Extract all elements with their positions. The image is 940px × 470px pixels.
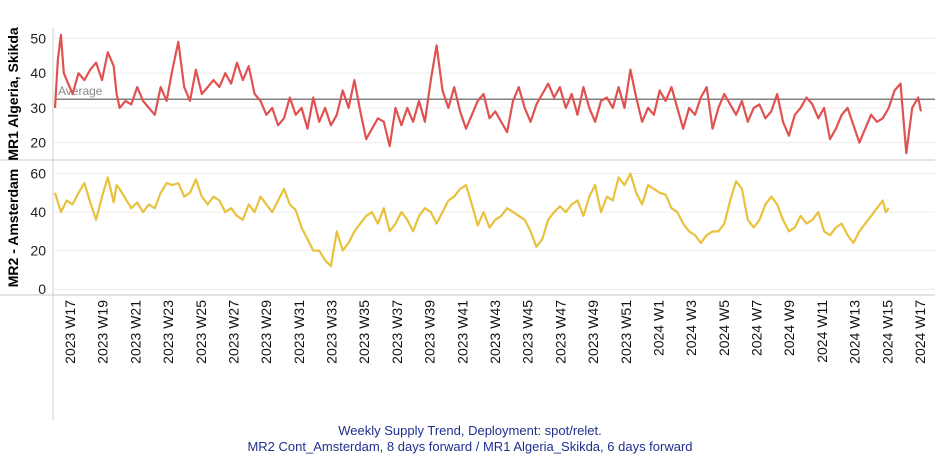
x-tick-label: 2024 W15 (879, 300, 895, 364)
x-tick-label: 2023 W49 (585, 300, 601, 364)
x-tick-label: 2023 W47 (552, 300, 568, 364)
x-tick-label: 2023 W43 (487, 300, 503, 364)
x-tick-label: 2023 W19 (95, 300, 111, 364)
y-axis-label-panel-1: MR1 Algeria, Skikda (5, 27, 21, 161)
chart-caption-line-1: Weekly Supply Trend, Deployment: spot/re… (338, 423, 602, 438)
x-tick-label: 2023 W27 (226, 300, 242, 364)
y-tick-label: 20 (30, 135, 46, 151)
y-axis-label-panel-2: MR2 - Amsterdam (5, 169, 21, 288)
x-tick-label: 2023 W21 (127, 300, 143, 364)
x-tick-label: 2024 W13 (847, 300, 863, 364)
x-tick-labels: 2023 W17 2023 W19 2023 W21 2023 W23 2023 W25… (62, 300, 928, 364)
x-tick-label: 2023 W17 (62, 300, 78, 364)
grid-panel-2 (53, 173, 935, 290)
y-tick-label: 50 (30, 30, 46, 46)
x-tick-label: 2023 W37 (389, 300, 405, 364)
chart-caption-line-2: MR2 Cont_Amsterdam, 8 days forward / MR1… (247, 439, 693, 454)
x-tick-label: 2023 W29 (258, 300, 274, 364)
y-tick-label: 40 (30, 65, 46, 81)
x-tick-label: 2023 W23 (160, 300, 176, 364)
x-tick-label: 2024 W1 (651, 300, 667, 356)
y-tick-label: 30 (30, 100, 46, 116)
x-tick-label: 2023 W25 (193, 300, 209, 364)
x-tick-label: 2024 W11 (814, 300, 830, 363)
y-tick-label: 40 (30, 204, 46, 220)
x-tick-label: 2023 W51 (618, 300, 634, 364)
x-tick-label: 2023 W39 (422, 300, 438, 364)
grid-panel-1 (53, 37, 935, 144)
x-tick-label: 2024 W9 (781, 300, 797, 356)
y-tick-labels-panel-2: 0 20 40 60 (30, 166, 46, 298)
average-label: Average (58, 84, 103, 98)
series-line-mr1-algeria-skikda (53, 33, 923, 155)
x-tick-label: 2024 W3 (683, 300, 699, 356)
x-tick-label: 2024 W5 (716, 300, 732, 356)
y-tick-label: 60 (30, 166, 46, 182)
x-tick-label: 2024 W17 (912, 300, 928, 364)
series-line-mr2-amsterdam (53, 172, 890, 268)
x-tick-label: 2023 W31 (291, 300, 307, 364)
y-tick-label: 20 (30, 243, 46, 259)
x-tick-label: 2024 W7 (749, 300, 765, 356)
y-tick-label: 0 (38, 281, 46, 297)
y-tick-labels-panel-1: 20 30 40 50 (30, 30, 46, 150)
x-tick-label: 2023 W33 (324, 300, 340, 364)
x-tick-label: 2023 W45 (520, 300, 536, 364)
x-tick-label: 2023 W41 (454, 300, 470, 364)
x-tick-label: 2023 W35 (356, 300, 372, 364)
